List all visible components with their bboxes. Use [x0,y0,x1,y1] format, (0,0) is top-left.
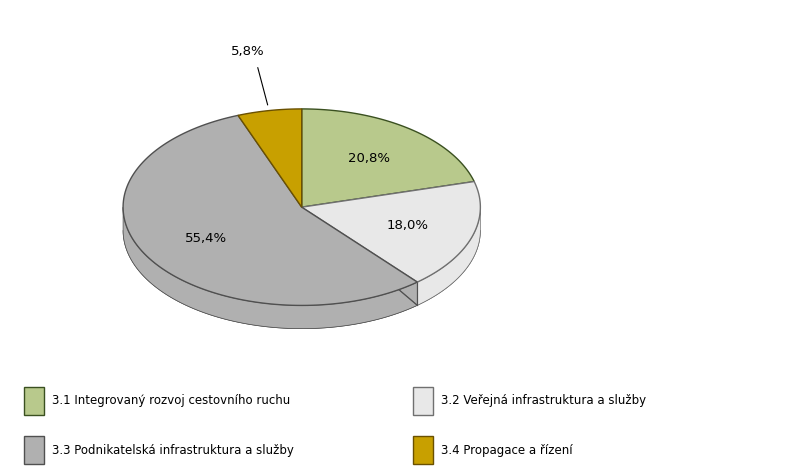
Text: 5,8%: 5,8% [231,45,265,58]
Polygon shape [123,207,418,329]
Polygon shape [418,208,480,305]
Polygon shape [302,109,474,207]
Text: 3.3 Podnikatelská infrastruktura a služby: 3.3 Podnikatelská infrastruktura a služb… [52,444,294,457]
Text: 3.2 Veřejná infrastruktura a služby: 3.2 Veřejná infrastruktura a služby [441,394,646,407]
Polygon shape [302,182,480,282]
Text: 18,0%: 18,0% [387,219,429,232]
Text: 3.4 Propagace a řízení: 3.4 Propagace a řízení [441,444,572,457]
Text: 55,4%: 55,4% [185,232,227,244]
FancyBboxPatch shape [413,387,433,414]
FancyBboxPatch shape [24,436,44,464]
Text: 20,8%: 20,8% [348,152,390,165]
FancyBboxPatch shape [24,387,44,414]
Polygon shape [123,115,418,305]
Polygon shape [123,230,480,329]
FancyBboxPatch shape [413,436,433,464]
Polygon shape [238,109,302,207]
Text: 3.1 Integrovaný rozvoj cestovního ruchu: 3.1 Integrovaný rozvoj cestovního ruchu [52,394,290,407]
